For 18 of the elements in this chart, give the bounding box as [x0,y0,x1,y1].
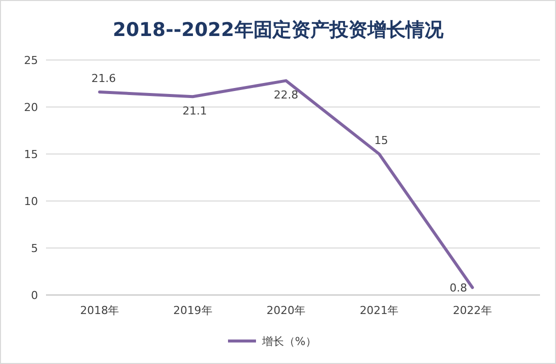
y-tick-label: 25 [24,54,38,67]
data-label: 21.1 [182,104,208,118]
y-tick-label: 0 [31,289,38,302]
chart-title: 2018--2022年固定资产投资增长情况 [112,19,444,41]
x-tick-label: 2022年 [452,304,492,317]
legend-label: 增长（%） [261,335,316,348]
y-tick-label: 20 [24,101,38,114]
x-tick-label: 2020年 [266,304,306,317]
y-tick-label: 5 [31,242,38,255]
data-label: 21.6 [91,72,116,85]
data-label: 15 [374,134,388,147]
x-tick-label: 2021年 [360,304,399,317]
x-tick-label: 2019年 [173,304,212,317]
y-tick-label: 15 [24,148,38,161]
y-tick-label: 10 [24,195,38,208]
x-tick-label: 2018年 [80,304,120,317]
data-label: 0.8 [450,281,468,294]
data-label: 22.8 [274,88,298,102]
